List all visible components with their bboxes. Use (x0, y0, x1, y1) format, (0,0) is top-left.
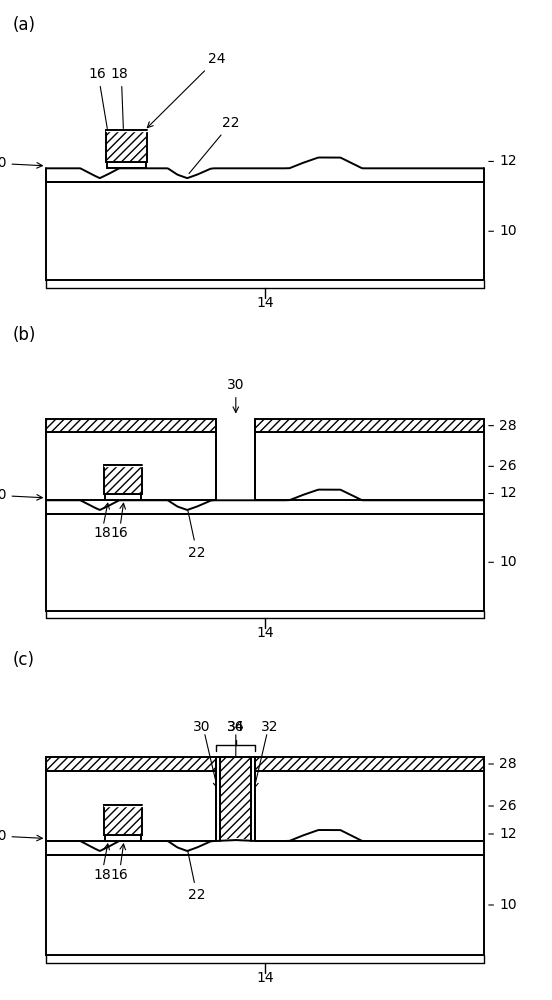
Bar (46, 855, 484, 955)
Bar (104, 805, 142, 835)
Text: 12: 12 (489, 827, 517, 841)
Bar (105, 835, 141, 841)
Text: 10: 10 (489, 898, 517, 912)
Polygon shape (106, 129, 147, 131)
Bar (46, 771, 216, 841)
Bar (107, 162, 146, 168)
Bar (46, 757, 216, 771)
Text: (c): (c) (12, 651, 34, 669)
Bar (104, 465, 142, 494)
Bar (46, 432, 216, 500)
Text: 14: 14 (256, 626, 274, 640)
Bar (255, 771, 484, 841)
Text: 22: 22 (188, 510, 206, 560)
Text: 16: 16 (110, 868, 128, 882)
Text: 12: 12 (489, 154, 517, 168)
Text: 16: 16 (88, 67, 106, 81)
Text: 26: 26 (489, 459, 517, 473)
Polygon shape (216, 840, 255, 841)
Text: 36: 36 (227, 720, 245, 734)
Text: 28: 28 (489, 419, 517, 433)
Text: 18: 18 (110, 67, 128, 81)
Bar (255, 419, 484, 432)
Text: 26: 26 (489, 799, 517, 813)
Text: 34: 34 (227, 720, 245, 734)
Text: 16: 16 (110, 526, 128, 540)
Text: 10: 10 (489, 555, 517, 569)
Text: 22: 22 (188, 851, 206, 902)
Polygon shape (104, 804, 142, 806)
Bar (46, 514, 484, 611)
Text: (a): (a) (12, 16, 35, 34)
Text: 24: 24 (147, 52, 225, 128)
Bar (46, 419, 216, 432)
Text: 14: 14 (256, 296, 274, 310)
Text: 30: 30 (227, 378, 245, 412)
Text: 18: 18 (93, 868, 111, 882)
Bar (255, 757, 484, 771)
Bar (216, 757, 220, 841)
Text: 10: 10 (489, 224, 517, 238)
Text: 20: 20 (0, 488, 43, 502)
Text: 22: 22 (189, 116, 240, 174)
Text: 20: 20 (0, 156, 43, 170)
Bar (255, 432, 484, 500)
Bar (106, 130, 147, 162)
Text: 20: 20 (0, 829, 43, 843)
Text: 30: 30 (193, 720, 210, 734)
Polygon shape (216, 838, 255, 841)
Text: 28: 28 (489, 757, 517, 771)
Bar (220, 757, 251, 841)
Text: (b): (b) (12, 326, 36, 344)
Polygon shape (104, 464, 142, 466)
Text: 32: 32 (261, 720, 279, 734)
Bar (46, 182, 484, 280)
Text: 14: 14 (256, 970, 274, 984)
Text: 18: 18 (93, 526, 111, 540)
Bar (105, 494, 141, 500)
Text: 12: 12 (489, 486, 517, 500)
Bar (251, 757, 255, 841)
